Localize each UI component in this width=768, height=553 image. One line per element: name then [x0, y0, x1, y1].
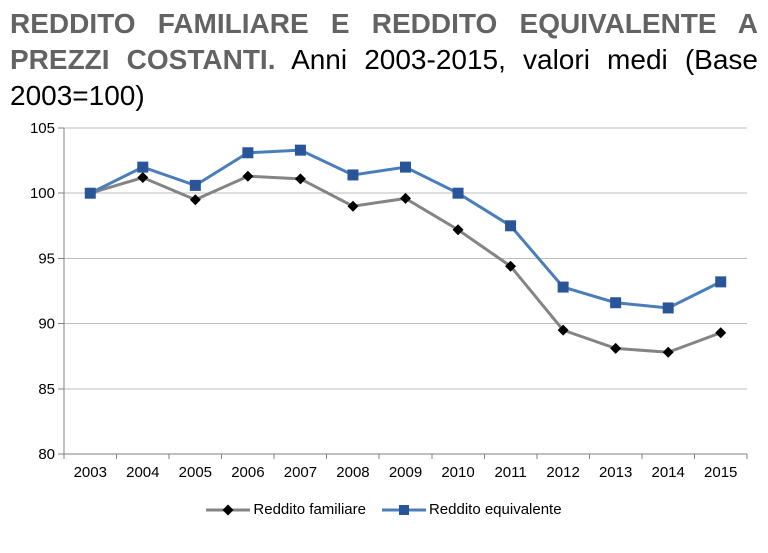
legend-item-reddito-familiare: Reddito familiare [206, 501, 366, 518]
data-point-marker-square [715, 276, 727, 288]
data-point-marker-diamond [610, 342, 622, 354]
x-axis-label: 2008 [336, 464, 369, 481]
x-axis-label: 2010 [441, 464, 474, 481]
data-point-marker-diamond [242, 170, 254, 182]
y-axis-label: 105 [30, 120, 55, 137]
y-axis-label: 85 [38, 381, 55, 398]
data-point-marker-square [452, 187, 464, 199]
legend-marker-square-icon [381, 504, 426, 515]
data-point-marker-square [610, 297, 622, 309]
data-point-marker-diamond [137, 172, 149, 184]
y-axis-label: 80 [38, 446, 55, 463]
data-point-marker-square [137, 161, 149, 173]
data-point-marker-square [662, 302, 674, 314]
legend-label-reddito-equivalente: Reddito equivalente [428, 501, 562, 518]
x-axis-label: 2015 [704, 464, 737, 481]
x-axis-label: 2013 [599, 464, 632, 481]
line-chart-plot-area: 80 85 90 95 100 105 2003 2004 2005 2006 2007 2008 20… [30, 120, 748, 481]
legend-marker-diamond-icon [206, 504, 251, 515]
data-point-marker-square [242, 147, 254, 159]
chart-legend: Reddito familiare Reddito equivalente [0, 501, 768, 518]
chart-title-subtitle: Anni 2003-2015, valori medi (Base 2003=1… [10, 44, 758, 111]
data-point-marker-square [347, 169, 359, 181]
x-axis-label: 2011 [494, 464, 526, 481]
legend-item-reddito-equivalente: Reddito equivalente [381, 501, 562, 518]
x-axis-label: 2014 [652, 464, 685, 481]
data-point-marker-diamond [294, 173, 306, 185]
data-point-marker-square [557, 281, 569, 293]
data-point-marker-square [505, 220, 517, 232]
x-axis-label: 2007 [284, 464, 317, 481]
chart-title-main: REDDITO FAMILIARE E REDDITO EQUIVALENTE … [10, 8, 758, 75]
x-axis-label: 2006 [231, 464, 264, 481]
data-point-marker-diamond [452, 224, 464, 236]
series-line-1 [89, 148, 722, 310]
x-axis-label: 2003 [74, 464, 107, 481]
y-axis-label: 95 [38, 250, 55, 267]
legend-label-reddito-familiare: Reddito familiare [253, 501, 366, 518]
data-point-marker-diamond [557, 324, 569, 336]
chart-title: REDDITO FAMILIARE E REDDITO EQUIVALENTE … [0, 0, 768, 114]
data-point-marker-square [400, 161, 411, 173]
legend-square-marker [398, 504, 409, 515]
legend-diamond-marker [222, 504, 234, 515]
data-point-marker-diamond [347, 200, 359, 212]
x-axis-label: 2005 [179, 464, 212, 481]
data-point-marker-square [84, 187, 96, 199]
data-point-marker-diamond [400, 192, 411, 204]
data-point-marker-diamond [505, 260, 517, 272]
y-axis-label: 90 [38, 316, 55, 333]
data-point-marker-square [294, 144, 306, 156]
y-axis-label: 100 [30, 185, 55, 202]
x-axis-label: 2009 [389, 464, 422, 481]
data-point-marker-diamond [715, 327, 727, 339]
data-point-marker-diamond [662, 346, 674, 358]
x-axis-label: 2012 [546, 464, 579, 481]
data-point-marker-square [189, 179, 201, 191]
x-axis-label: 2004 [126, 464, 159, 481]
data-point-marker-diamond [189, 194, 201, 206]
